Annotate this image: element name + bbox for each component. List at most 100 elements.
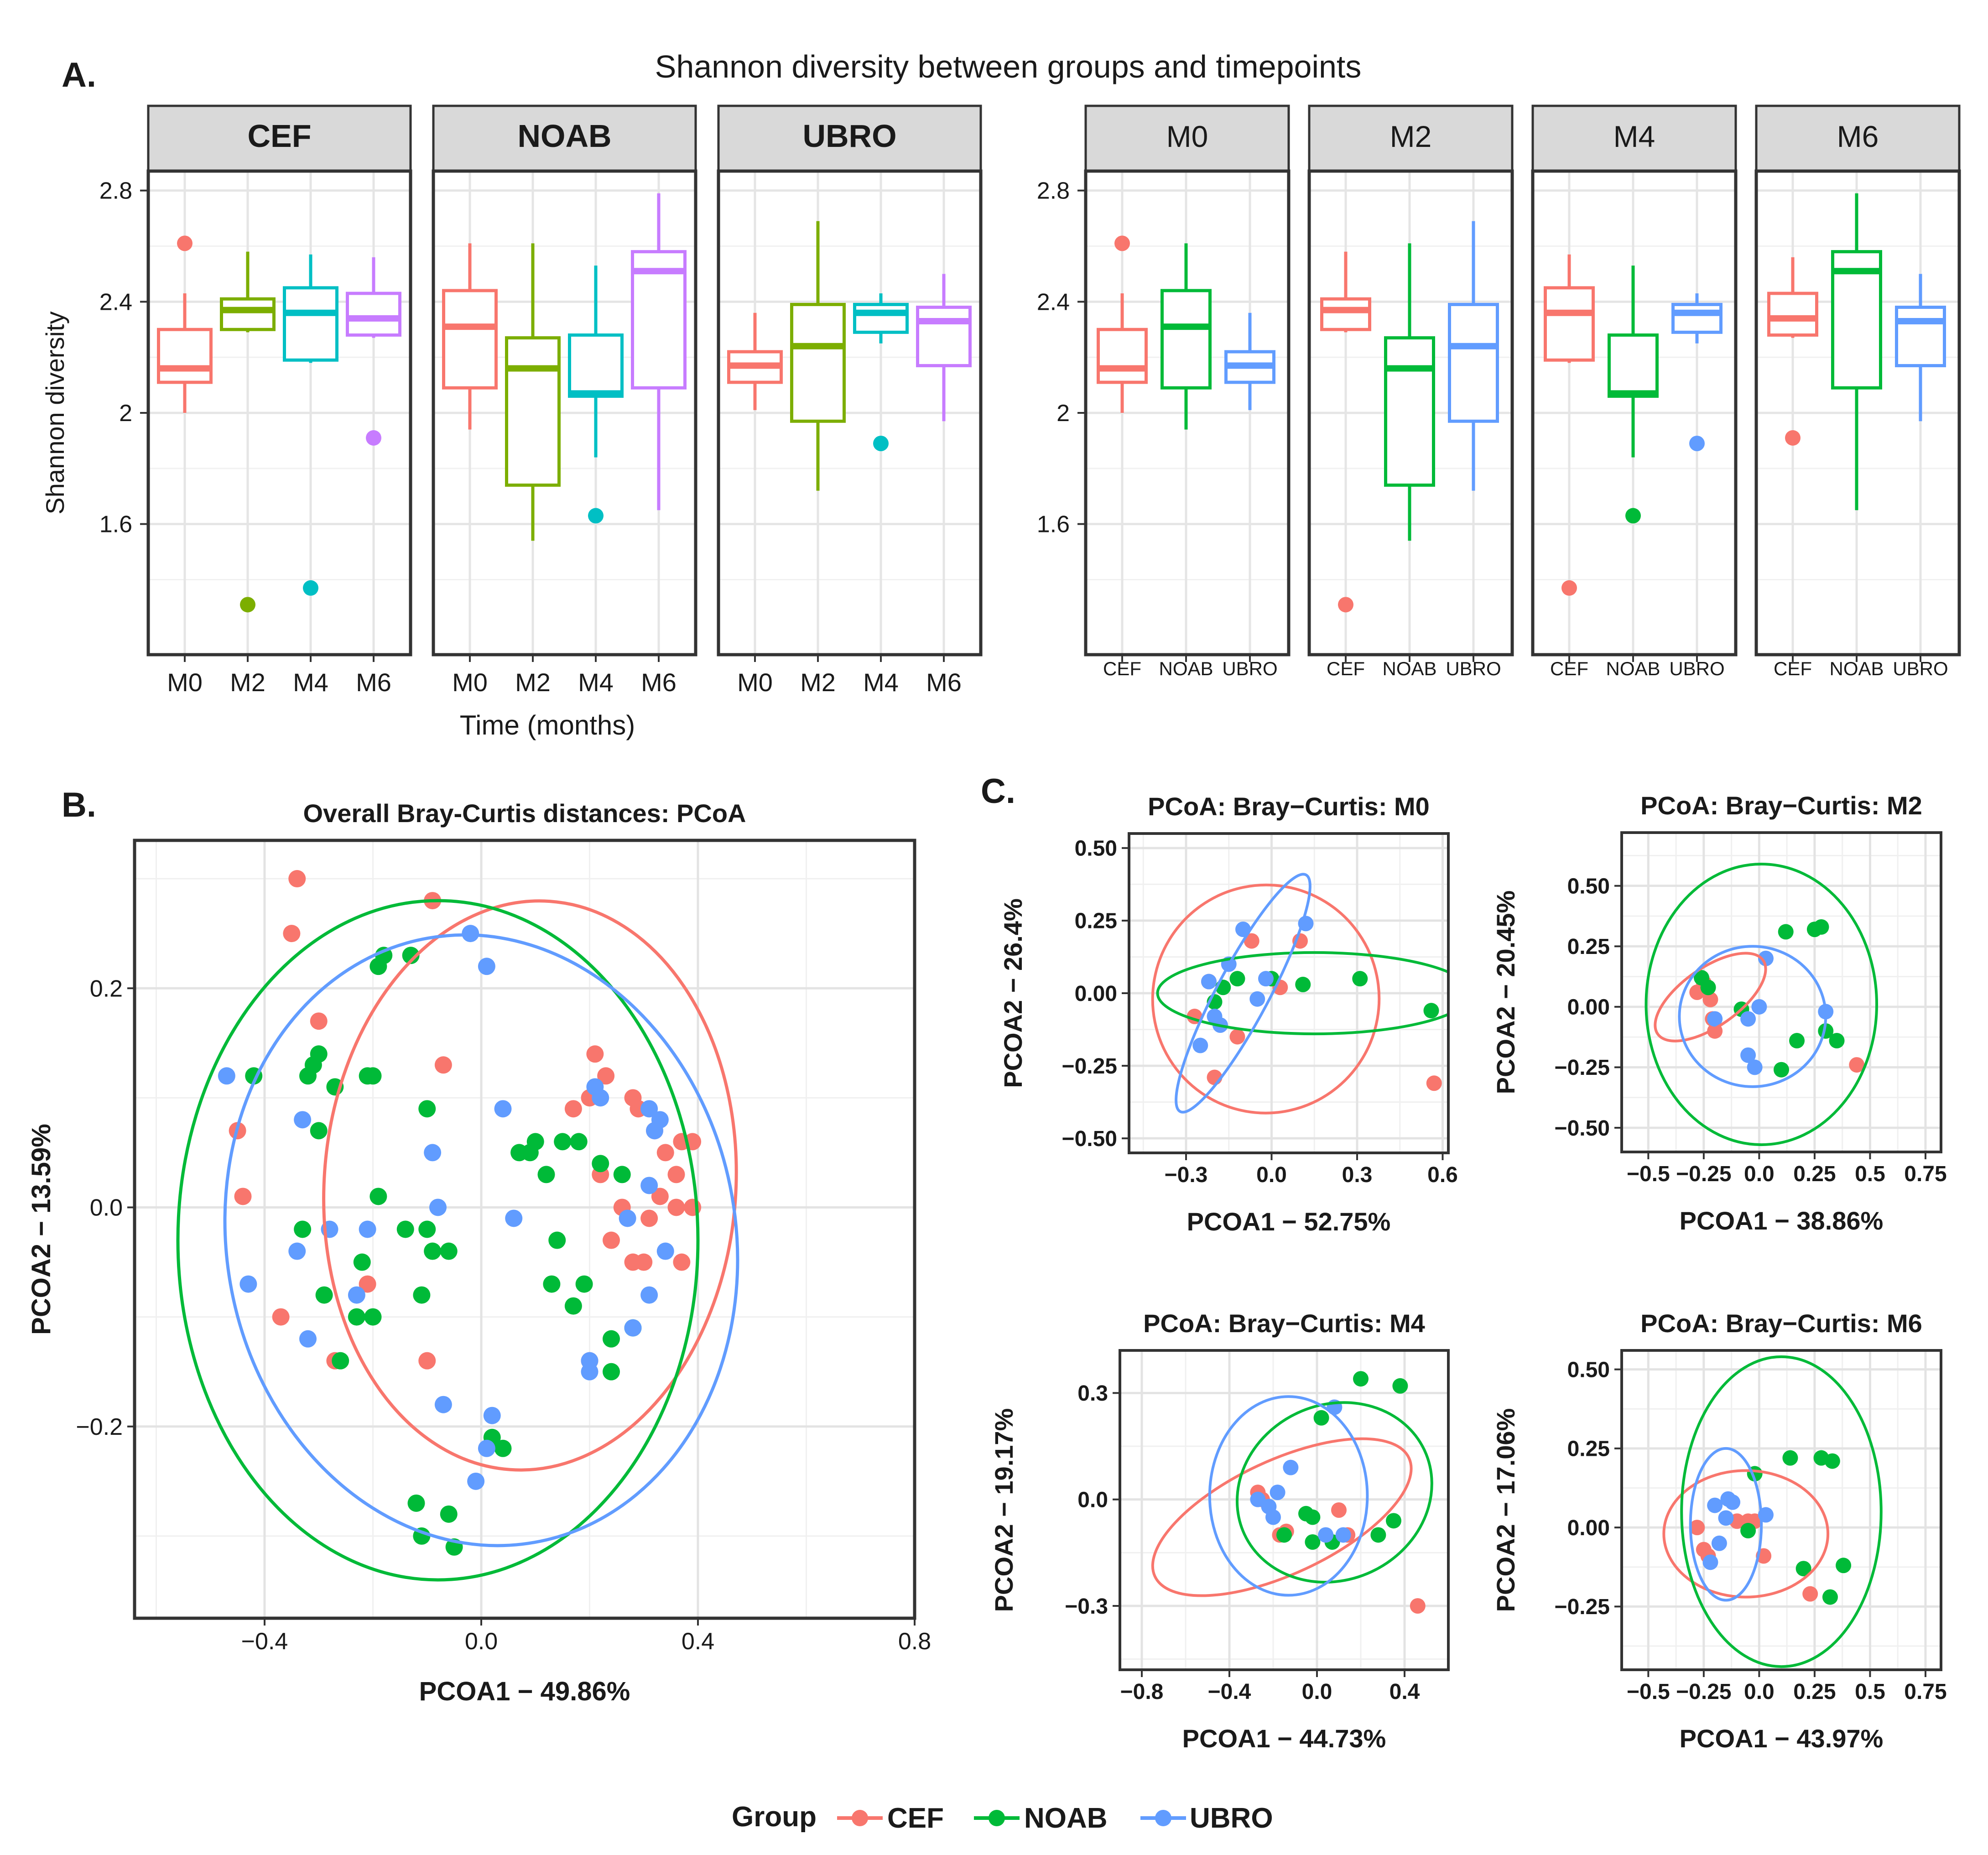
facet-label-m6: M6 (1837, 120, 1879, 153)
ellipse-cef (322, 899, 738, 1472)
point-cef (656, 1144, 674, 1162)
box-cef-m4 (283, 286, 338, 362)
plot-gridlines (1622, 1350, 1941, 1670)
point-noab (613, 1166, 631, 1183)
boxplot-xtick-label: CEF (1327, 658, 1365, 679)
ytick-label: 0.00 (1075, 982, 1117, 1006)
point-noab (402, 947, 420, 964)
ytick-label: 0.0 (90, 1195, 123, 1221)
ellipse-noab (176, 899, 700, 1582)
point-ubro (429, 1198, 447, 1216)
point-noab (1795, 1561, 1811, 1577)
xtick-label: −0.3 (1165, 1163, 1208, 1187)
facet-strip (147, 104, 412, 172)
boxplot-xtick-label: CEF (1550, 658, 1588, 679)
boxplot-xtick-label: M2 (515, 668, 551, 697)
point-noab (1305, 1534, 1321, 1550)
xtick-label: −0.4 (1208, 1680, 1251, 1704)
boxplot-xtick-label: UBRO (1669, 658, 1724, 679)
y-axis-title-c-m2: PCOA2 − 20.45% (1491, 891, 1520, 1094)
xtick-label: 0.0 (1744, 1162, 1775, 1186)
box-noab-m2 (505, 336, 561, 487)
point-ubro (1335, 1527, 1351, 1543)
legend-noab-dot (989, 1810, 1005, 1826)
point-cef (434, 1056, 452, 1074)
box-outlier (366, 430, 381, 446)
xtick-label: 0.4 (1390, 1680, 1420, 1704)
point-noab (1700, 980, 1716, 995)
box-outlier (588, 508, 604, 524)
point-noab (1313, 1410, 1329, 1426)
facet-label-ubro: UBRO (802, 118, 896, 154)
point-noab (1824, 1453, 1840, 1469)
ellipse-noab (1645, 862, 1879, 1146)
point-noab (418, 1220, 436, 1238)
point-ubro (294, 1111, 312, 1129)
ellipse-noab (1680, 1355, 1883, 1668)
point-ubro (1707, 1497, 1723, 1513)
boxplot-a-left-ytick-label: 1.6 (99, 511, 132, 538)
point-noab (543, 1275, 561, 1293)
point-cef (1802, 1586, 1818, 1602)
panel-b-label: B. (62, 786, 96, 824)
x-axis-title-c-m2: PCOA1 − 38.86% (1680, 1206, 1884, 1235)
point-ubro (1283, 1459, 1299, 1475)
point-ubro (581, 1352, 598, 1370)
point-ubro (434, 1396, 452, 1413)
point-noab (440, 1242, 458, 1260)
box-noab-m6 (631, 250, 687, 390)
ytick-label: −0.2 (76, 1414, 123, 1440)
x-axis-title-c-m4: PCOA1 − 44.73% (1182, 1724, 1386, 1753)
boxplot-y-axis-title: Shannon diversity (41, 311, 69, 514)
ytick-label: 0.00 (1567, 995, 1610, 1020)
xtick-label: 0.8 (898, 1628, 931, 1655)
ytick-label: −0.3 (1065, 1594, 1108, 1619)
y-axis-title-c-m0: PCOA2 − 26.4% (999, 898, 1027, 1088)
box-ubro-m4 (853, 302, 909, 334)
xtick-label: 0.0 (1744, 1680, 1775, 1704)
xtick-label: −0.5 (1627, 1162, 1670, 1186)
point-cef (359, 1275, 376, 1293)
point-ubro (348, 1286, 365, 1304)
box-m2-ubro (1448, 302, 1499, 423)
boxplot-a-right-ytick-label: 1.6 (1037, 511, 1070, 538)
box-cef-m6 (346, 292, 401, 337)
ytick-label: 0.3 (1077, 1381, 1108, 1406)
x-axis-title-b: PCOA1 − 49.86% (419, 1677, 630, 1706)
box-outlier (303, 580, 318, 596)
point-cef (1331, 1502, 1347, 1518)
ytick-label: −0.50 (1062, 1127, 1117, 1151)
facet-strip (1308, 104, 1514, 172)
point-noab (1370, 1527, 1386, 1543)
point-ubro (1265, 1509, 1281, 1525)
point-noab (440, 1505, 458, 1523)
boxplot-a-left-ytick-label: 2.4 (99, 289, 132, 315)
box-outlier (1785, 430, 1801, 446)
point-ubro (619, 1209, 636, 1227)
box-ubro-m2 (790, 302, 846, 423)
point-ubro (1747, 1059, 1763, 1075)
point-cef (667, 1198, 685, 1216)
panel-a-boxplots: 1.6 2 2.4 2.8 CEF M0 M2 M4 M6 NOAB M0 M2 M4 M6 UBRO M0 M… (41, 104, 1961, 740)
legend-noab-label: NOAB (1024, 1803, 1108, 1834)
box-m0-cef (1097, 328, 1148, 384)
point-noab (413, 1286, 431, 1304)
point-ubro (651, 1111, 669, 1129)
box-m4-noab (1608, 333, 1659, 398)
boxplot-xtick-label: M4 (863, 668, 899, 697)
ytick-label: −0.25 (1062, 1054, 1117, 1079)
ellipse-ubro (1175, 873, 1311, 1114)
legend-ubro-dot (1155, 1810, 1171, 1826)
ytick-label: 0.25 (1075, 909, 1117, 933)
point-ubro (1725, 1494, 1741, 1510)
xtick-label: 0.4 (682, 1628, 714, 1655)
boxplot-xtick-label: M2 (800, 668, 836, 697)
plot-frame (1119, 1349, 1450, 1671)
point-noab (526, 1133, 544, 1151)
box-noab-m4 (568, 333, 624, 398)
point-cef (1702, 991, 1718, 1007)
point-noab (548, 1231, 566, 1249)
point-noab (359, 1067, 376, 1085)
point-noab (1774, 1062, 1789, 1078)
point-ubro (1250, 1491, 1266, 1507)
